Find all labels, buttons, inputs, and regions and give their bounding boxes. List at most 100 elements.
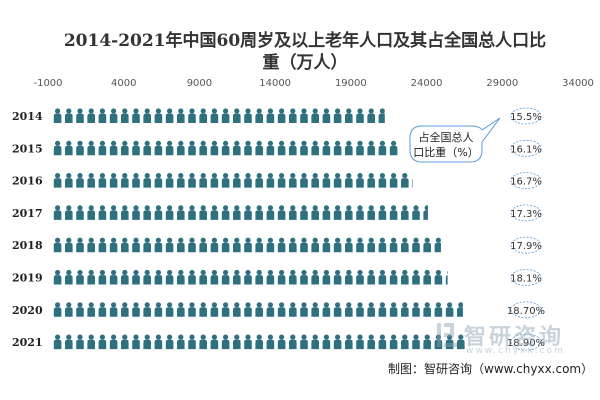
person-icon bbox=[333, 205, 342, 220]
callout-text-line1: 占全国总人 bbox=[419, 130, 474, 144]
y-tick-label: 2016 bbox=[12, 175, 43, 188]
y-tick-label: 2021 bbox=[12, 336, 43, 349]
person-icon bbox=[367, 173, 375, 188]
person-icon bbox=[412, 205, 420, 220]
person-icon bbox=[53, 302, 62, 317]
person-icon bbox=[221, 108, 230, 123]
bar-2014 bbox=[53, 108, 398, 123]
person-icon bbox=[300, 173, 308, 188]
person-icon bbox=[266, 237, 275, 253]
percent-circle bbox=[510, 139, 542, 157]
bar-2018 bbox=[53, 237, 441, 253]
person-icon bbox=[244, 108, 252, 123]
person-icon bbox=[53, 173, 62, 188]
person-icon bbox=[389, 334, 398, 350]
person-icon bbox=[244, 173, 252, 188]
person-icon bbox=[121, 173, 129, 188]
watermark-brand: 智研咨询 bbox=[464, 325, 565, 350]
person-icon bbox=[121, 140, 129, 156]
person-icon bbox=[98, 173, 107, 188]
person-icon bbox=[177, 205, 185, 220]
person-icon bbox=[289, 140, 297, 156]
person-icon bbox=[76, 205, 84, 220]
person-icon bbox=[244, 302, 252, 317]
person-icon bbox=[333, 173, 342, 188]
person-icon bbox=[434, 269, 443, 285]
person-icon bbox=[266, 140, 275, 156]
person-icon bbox=[177, 302, 185, 317]
person-icon bbox=[143, 334, 151, 350]
source-note: 制图：智研咨询（www.chyxx.com） bbox=[388, 362, 594, 376]
person-icon bbox=[165, 108, 174, 123]
person-icon bbox=[311, 302, 319, 317]
person-icon bbox=[87, 334, 95, 350]
person-icon bbox=[445, 302, 454, 317]
person-icon bbox=[423, 334, 431, 350]
x-tick-label: 14000 bbox=[259, 78, 291, 89]
person-icon bbox=[255, 237, 263, 253]
person-icon bbox=[98, 334, 107, 350]
person-icon bbox=[53, 237, 62, 253]
callout-bubble bbox=[409, 117, 501, 163]
person-icon bbox=[322, 140, 331, 156]
person-icon bbox=[266, 205, 275, 220]
person-icon bbox=[389, 173, 398, 188]
person-icon bbox=[177, 237, 185, 253]
percent-circle bbox=[510, 204, 542, 222]
person-icon bbox=[389, 269, 398, 285]
person-icon bbox=[289, 237, 297, 253]
person-icon bbox=[165, 269, 174, 285]
person-icon bbox=[53, 108, 62, 123]
person-icon bbox=[244, 334, 252, 350]
person-icon bbox=[121, 205, 129, 220]
person-icon bbox=[401, 205, 409, 220]
person-icon bbox=[65, 140, 73, 156]
person-icon bbox=[154, 237, 163, 253]
person-icon bbox=[311, 205, 319, 220]
person-icon bbox=[221, 237, 230, 253]
person-icon bbox=[401, 237, 409, 253]
person-icon bbox=[65, 334, 73, 350]
person-icon bbox=[53, 334, 62, 350]
person-icon bbox=[199, 173, 207, 188]
person-icon bbox=[322, 269, 331, 285]
person-icon bbox=[434, 334, 443, 350]
person-icon bbox=[356, 334, 364, 350]
person-icon bbox=[87, 108, 95, 123]
person-icon bbox=[165, 173, 174, 188]
person-icon bbox=[165, 205, 174, 220]
person-icon bbox=[121, 237, 129, 253]
person-icon bbox=[367, 302, 375, 317]
person-icon bbox=[378, 269, 387, 285]
person-icon bbox=[435, 205, 443, 220]
person-icon bbox=[199, 140, 207, 156]
person-icon bbox=[277, 334, 286, 350]
person-icon bbox=[121, 334, 129, 350]
person-icon bbox=[300, 237, 308, 253]
percent-circle bbox=[510, 301, 542, 319]
bar-2021 bbox=[53, 334, 465, 350]
person-icon bbox=[53, 269, 62, 285]
person-icon bbox=[333, 269, 342, 285]
person-icon bbox=[221, 302, 230, 317]
x-tick-label: -1000 bbox=[33, 78, 62, 89]
person-icon bbox=[289, 173, 297, 188]
person-icon bbox=[311, 173, 319, 188]
person-icon bbox=[311, 269, 319, 285]
y-tick-label: 2018 bbox=[12, 239, 43, 252]
person-icon bbox=[121, 108, 129, 123]
person-icon bbox=[210, 140, 219, 156]
person-icon bbox=[390, 108, 398, 123]
person-icon bbox=[300, 269, 308, 285]
person-icon bbox=[244, 205, 252, 220]
person-icon bbox=[132, 108, 140, 123]
person-icon bbox=[367, 140, 375, 156]
person-icon bbox=[389, 140, 398, 156]
person-icon bbox=[389, 237, 398, 253]
person-icon bbox=[255, 108, 263, 123]
person-icon bbox=[266, 302, 275, 317]
person-icon bbox=[457, 302, 463, 317]
person-icon bbox=[244, 269, 252, 285]
y-tick-label: 2017 bbox=[12, 207, 43, 220]
